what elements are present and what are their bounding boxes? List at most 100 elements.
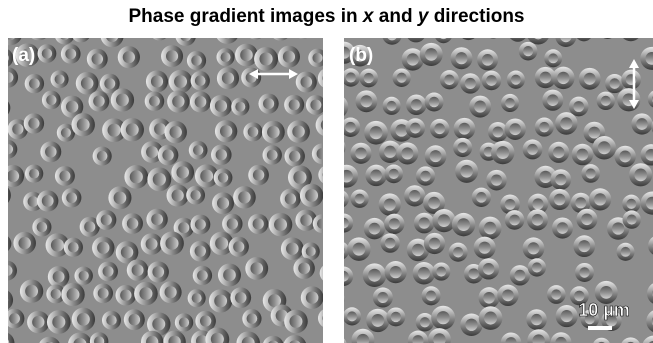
cell-center bbox=[274, 218, 287, 231]
cell-center bbox=[101, 214, 112, 225]
cell-center bbox=[457, 218, 470, 231]
cell-center bbox=[324, 268, 335, 279]
cell-center bbox=[114, 191, 127, 204]
cell bbox=[555, 26, 576, 47]
cell-center bbox=[434, 123, 445, 134]
cell-center bbox=[594, 193, 606, 205]
cell-center bbox=[129, 314, 141, 326]
cell-center bbox=[220, 125, 232, 137]
cell-center bbox=[306, 291, 318, 303]
cell-center bbox=[581, 213, 593, 225]
cell-center bbox=[68, 242, 79, 253]
cell-center bbox=[560, 117, 572, 129]
cell-center bbox=[263, 98, 274, 109]
panel-label: (b) bbox=[349, 45, 373, 66]
cell-center bbox=[293, 171, 306, 184]
cell-center bbox=[275, 24, 287, 36]
cell-center bbox=[548, 53, 558, 63]
cell-center bbox=[323, 313, 334, 324]
cell-center bbox=[53, 271, 65, 283]
cell bbox=[292, 17, 314, 39]
cell-center bbox=[483, 263, 495, 275]
cell-center bbox=[180, 30, 191, 41]
cell-center bbox=[59, 170, 70, 181]
cell-center bbox=[154, 25, 165, 36]
cell-center bbox=[483, 292, 495, 304]
cell-center bbox=[132, 264, 144, 276]
cell-center bbox=[152, 318, 165, 331]
cell-center bbox=[195, 75, 206, 86]
cell-center bbox=[65, 48, 76, 59]
cell-center bbox=[428, 197, 440, 209]
cell-center bbox=[253, 169, 264, 180]
cell-center bbox=[77, 118, 90, 131]
cell-center bbox=[584, 73, 596, 85]
cell-center bbox=[0, 53, 9, 64]
cell-center bbox=[576, 149, 588, 161]
cell-center bbox=[37, 222, 48, 233]
cell-center bbox=[330, 294, 340, 304]
cell-center bbox=[25, 285, 38, 298]
cell-center bbox=[412, 244, 424, 256]
cell-center bbox=[491, 174, 502, 185]
cell bbox=[382, 25, 402, 45]
cell-center bbox=[484, 222, 497, 235]
cell-center bbox=[222, 72, 234, 84]
cell bbox=[71, 23, 90, 42]
cell-center bbox=[106, 29, 119, 42]
cell-center bbox=[3, 144, 13, 154]
cell-center bbox=[397, 73, 407, 83]
cell-center bbox=[367, 22, 379, 34]
cell bbox=[318, 68, 339, 89]
cell bbox=[101, 24, 124, 47]
cell-center bbox=[151, 75, 163, 87]
cell-center bbox=[636, 118, 648, 130]
cell-center bbox=[330, 100, 343, 113]
cell-center bbox=[588, 127, 600, 139]
cell-center bbox=[625, 24, 637, 36]
cell bbox=[326, 335, 347, 343]
cell-center bbox=[468, 268, 479, 279]
cell-center bbox=[298, 262, 310, 274]
cell-center bbox=[418, 267, 430, 279]
cell bbox=[55, 24, 75, 44]
cell-center bbox=[429, 97, 439, 107]
cell bbox=[458, 19, 479, 40]
cell-center bbox=[601, 96, 611, 106]
cell-center bbox=[9, 313, 20, 324]
cell bbox=[215, 20, 239, 44]
cell-center bbox=[532, 198, 543, 209]
cell-center bbox=[172, 95, 184, 107]
cell-center bbox=[474, 101, 486, 113]
cell-center bbox=[18, 237, 30, 249]
cell-center bbox=[514, 270, 525, 281]
cell-center bbox=[323, 72, 334, 83]
cell-center bbox=[419, 217, 430, 228]
cell-center bbox=[0, 337, 9, 343]
cell-center bbox=[179, 317, 189, 327]
cell-center bbox=[338, 218, 349, 229]
cell-center bbox=[126, 123, 139, 136]
cell-center bbox=[627, 215, 637, 225]
cell-center bbox=[579, 267, 589, 277]
cell-center bbox=[203, 24, 213, 34]
cell-center bbox=[61, 128, 71, 138]
cell-center bbox=[453, 247, 463, 257]
cell-center bbox=[193, 145, 203, 155]
cell-center bbox=[410, 123, 421, 134]
cell-center bbox=[146, 146, 158, 158]
cell-center bbox=[29, 78, 40, 89]
cell-center bbox=[235, 102, 245, 112]
cell-center bbox=[511, 75, 521, 85]
cell-center bbox=[505, 98, 515, 108]
cell-center bbox=[52, 315, 65, 328]
cell-center bbox=[340, 170, 353, 183]
cell-center bbox=[460, 165, 473, 178]
cell-center bbox=[104, 78, 115, 89]
cell-center bbox=[532, 262, 542, 272]
cell-center bbox=[46, 95, 56, 105]
cell-center bbox=[420, 317, 430, 327]
cell-center bbox=[557, 222, 569, 234]
cell-center bbox=[247, 313, 258, 324]
cell-center bbox=[619, 151, 631, 163]
